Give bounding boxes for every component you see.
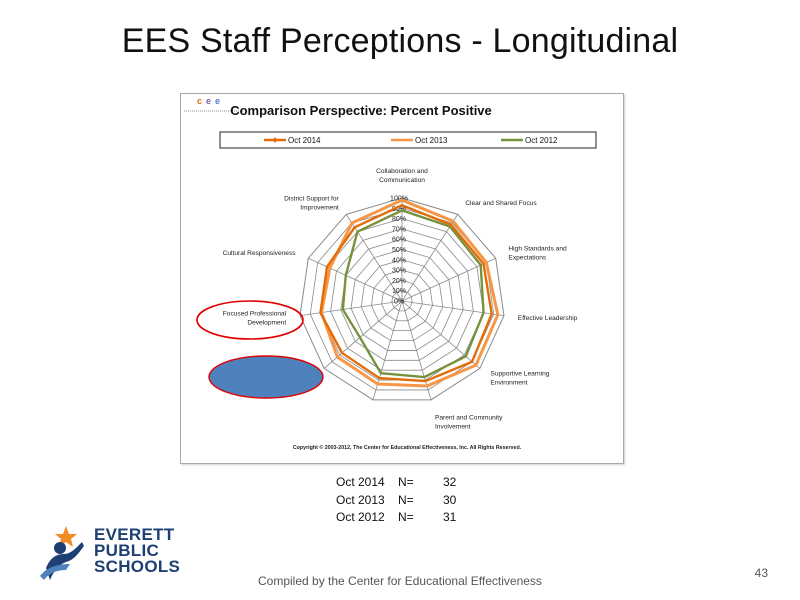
legend-label: Oct 2012 [525, 136, 558, 145]
runner-icon [40, 526, 84, 580]
sample-size-value: 32 [443, 475, 457, 489]
sample-size-year: Oct 2013 [336, 492, 385, 507]
radial-tick-label: 60% [392, 237, 406, 244]
radar-grid-ring [299, 197, 505, 401]
page-number: 43 [754, 566, 768, 580]
sample-size-row: Oct 2012 N= 31 [336, 509, 473, 527]
legend-label: Oct 2014 [288, 136, 321, 145]
radial-tick-label: 30% [392, 268, 406, 275]
sample-size-n-label: N= [398, 492, 414, 507]
category-label: Focused Professional Development [223, 311, 287, 327]
radar-spoke [401, 300, 505, 317]
radial-tick-label: 90% [392, 206, 406, 213]
series-line [319, 204, 493, 383]
legend-label: Oct 2013 [415, 136, 448, 145]
radial-tick-label: 50% [392, 247, 406, 254]
sample-size-row: Oct 2013 N= 30 [336, 492, 473, 510]
category-label: Clear and Shared Focus [465, 200, 537, 207]
sample-size-n-label: N= [398, 475, 414, 489]
redaction-ellipse [208, 355, 324, 399]
sample-size-year: Oct 2014 [336, 475, 385, 489]
sample-size-value: 30 [443, 492, 457, 507]
sample-size-table: Oct 2014 N= 32 Oct 2013 N= 30 Oct 2012 N… [336, 474, 473, 527]
radial-tick-label: 10% [392, 288, 406, 295]
sample-size-value: 31 [443, 510, 457, 524]
logo-line: PUBLIC [94, 541, 160, 560]
radial-tick-label: 20% [392, 278, 406, 285]
radar-spoke [401, 300, 432, 400]
sample-size-n-label: N= [398, 510, 414, 524]
logo-line: EVERETT [94, 525, 175, 544]
category-label: High Standards and Expectations [508, 245, 567, 261]
slide-title: EES Staff Perceptions - Longitudinal [121, 22, 679, 60]
chart-title: Comparison Perspective: Percent Positive [230, 103, 492, 118]
radar-spoke [299, 300, 403, 317]
series-line [319, 198, 500, 388]
radial-tick-label: 80% [392, 216, 406, 223]
radar-grid-ring [330, 228, 474, 371]
svg-text:c: c [197, 96, 202, 106]
radial-tick-label: 40% [392, 257, 406, 264]
category-label: Parent and Community Involvement [435, 414, 503, 430]
radar-spoke [345, 214, 403, 302]
category-label: Cultural Responsiveness [223, 250, 297, 257]
logo-wordmark: EVERETT PUBLIC SCHOOLS [94, 525, 181, 576]
chart-copyright: Copyright © 2003-2012, The Center for Ed… [293, 444, 522, 451]
radar-chart-svg: c e e Comparison Perspective: Percent Po… [184, 96, 597, 451]
radar-grid-ring [391, 290, 413, 312]
radar-grid-ring [381, 279, 423, 322]
radar-grid-ring [340, 238, 464, 361]
highlight-ellipse [196, 300, 304, 340]
series-line [341, 209, 485, 379]
sample-size-row: Oct 2014 N= 32 [336, 474, 473, 492]
radar-grid-ring [360, 259, 444, 341]
category-label: District Support for Improvement [284, 196, 339, 212]
radar-spoke [401, 214, 459, 302]
radar-grid-ring [371, 269, 433, 332]
sample-size-year: Oct 2012 [336, 510, 385, 524]
svg-text:e: e [206, 96, 211, 106]
radar-spoke [401, 300, 481, 369]
radial-tick-label: 0% [394, 299, 404, 306]
radial-tick-label: 70% [392, 226, 406, 233]
legend-marker [272, 137, 278, 143]
svg-text:e: e [215, 96, 220, 106]
category-label: Supportive Learning Environment [490, 371, 549, 387]
radar-chart: c e e Comparison Perspective: Percent Po… [180, 93, 624, 464]
radar-spoke [308, 257, 403, 302]
category-label: Effective Leadership [518, 315, 578, 322]
logo-line: SCHOOLS [94, 557, 181, 576]
ees-logo: c e e [184, 96, 243, 112]
radar-grid-ring [350, 249, 454, 351]
radial-tick-label: 100% [390, 196, 408, 203]
everett-public-schools-logo: EVERETT PUBLIC SCHOOLS [36, 524, 196, 584]
footer-credit: Compiled by the Center for Educational E… [258, 574, 542, 588]
category-label: Collaboration and Communication [376, 168, 428, 184]
